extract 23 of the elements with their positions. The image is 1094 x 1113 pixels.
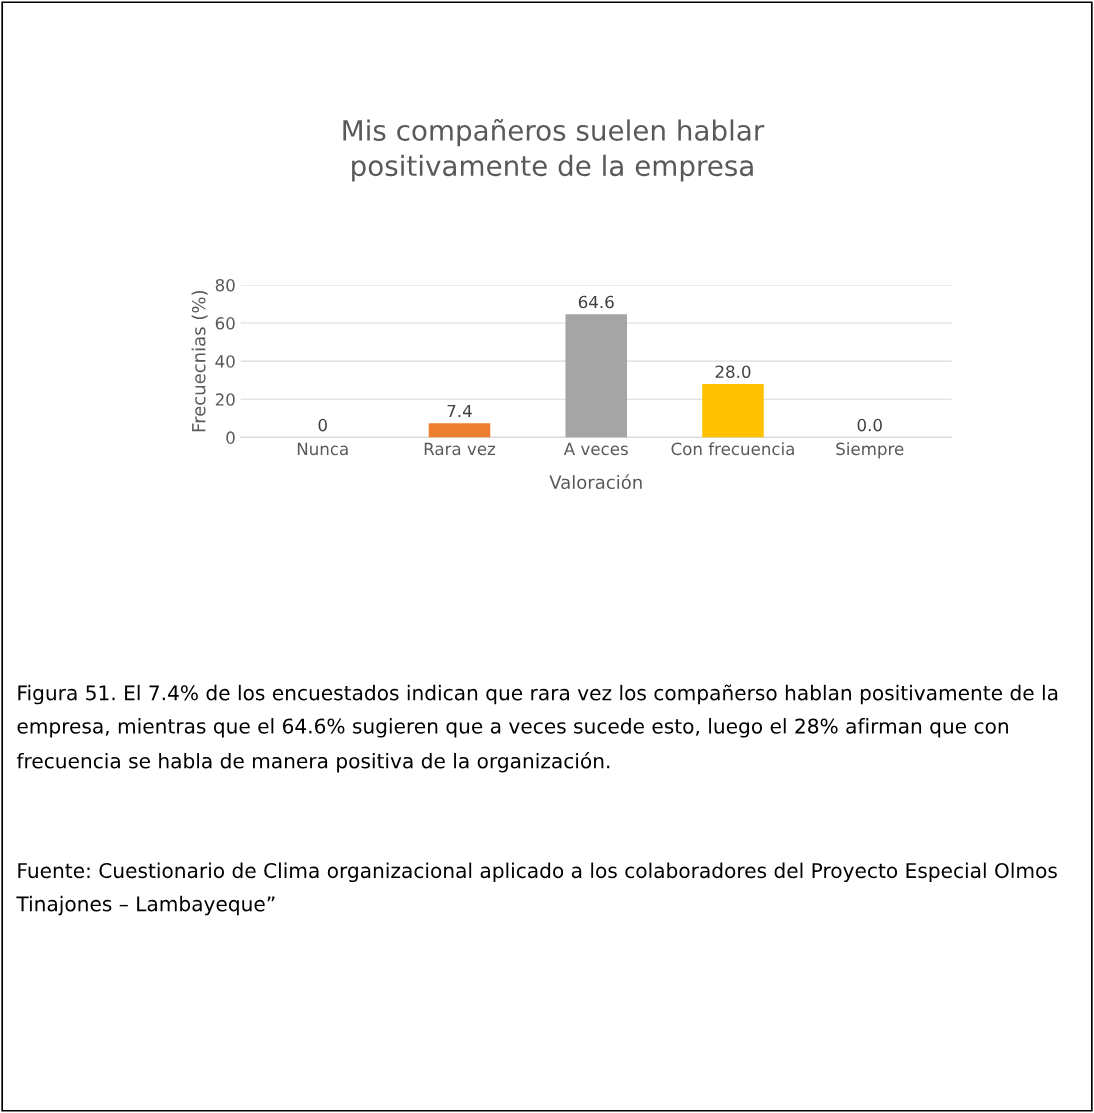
source-note: Fuente: Cuestionario de Clima organizacional aplicado a los colaboradores del Proyecto Especial Olmos Tinajones – Lambayeque” [16, 862, 1057, 916]
y-tick-label: 20 [215, 393, 235, 406]
data-label: 0 [318, 418, 327, 432]
data-label: 28.0 [715, 365, 751, 379]
y-tick-label: 80 [215, 278, 235, 292]
bar [565, 314, 627, 438]
data-label: 7.4 [447, 404, 472, 418]
x-tick-label: Rara vez [424, 442, 496, 456]
x-tick-label: Con frecuencia [671, 442, 794, 456]
bar [702, 384, 764, 438]
y-tick-label: 60 [215, 317, 235, 330]
data-label: 0.0 [857, 418, 882, 432]
x-tick-label: Siempre [836, 442, 904, 459]
x-tick-label: Nunca [297, 442, 348, 456]
chart-title: Mis compañeros suelen hablar positivamente de la empresa [343, 118, 765, 182]
y-tick-label: 0 [226, 431, 235, 444]
bar [428, 423, 491, 438]
y-tick-label: 40 [215, 355, 235, 368]
text: Figura 51. El 7.4% de los encuestados indican que rara vez los compañerso hablan positivamente de la empresa, mientras que el 64.6% sugieren que a veces sucede esto, luego el 28% afirman que con frecuencia se habla de manera positiva de la organización. [16, 684, 1058, 773]
data-label: 64.6 [578, 295, 614, 309]
x-tick-label: A veces [563, 442, 628, 456]
y-axis-title: Frecuecnias (%) [191, 290, 208, 432]
x-axis-title: Valoración [549, 474, 642, 490]
